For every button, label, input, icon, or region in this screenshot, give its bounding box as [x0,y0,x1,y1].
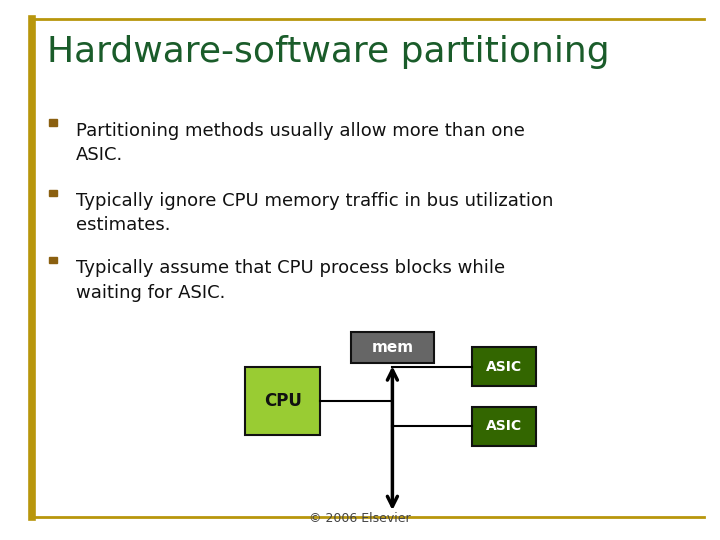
Text: © 2006 Elsevier: © 2006 Elsevier [309,512,411,525]
Text: Typically ignore CPU memory traffic in bus utilization
estimates.: Typically ignore CPU memory traffic in b… [76,192,553,234]
Bar [49,190,57,195]
Text: Hardware-software partitioning: Hardware-software partitioning [47,35,609,69]
Bar [245,367,320,435]
Text: ASIC: ASIC [486,360,522,374]
Text: ASIC: ASIC [486,419,522,433]
Bar [472,407,536,446]
Text: Partitioning methods usually allow more than one
ASIC.: Partitioning methods usually allow more … [76,122,524,164]
Bar [472,347,536,386]
Bar [351,332,434,363]
Text: CPU: CPU [264,392,302,410]
Text: mem: mem [372,340,413,355]
Bar [49,257,57,263]
Text: Typically assume that CPU process blocks while
waiting for ASIC.: Typically assume that CPU process blocks… [76,259,505,301]
Bar [49,119,57,125]
